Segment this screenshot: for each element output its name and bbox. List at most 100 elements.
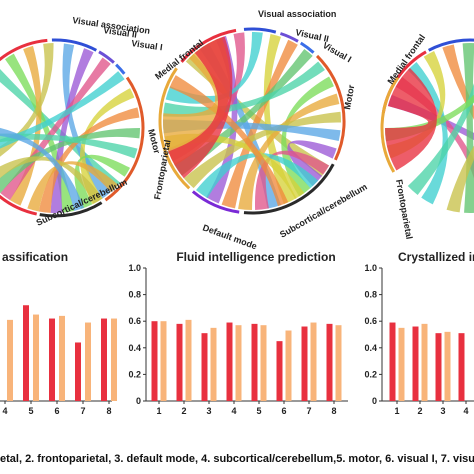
bar [151,321,158,401]
circos-chord [287,140,337,187]
circos-chord [9,45,42,206]
bar-chart-middle: Fluid intelligence prediction 0 0.2 0.4 0.6 0… [128,250,348,416]
figure-caption-footer: etal, 2. frontoparietal, 3. default mode… [0,453,474,465]
x-tick-label: 7 [306,406,311,416]
circos-label: Default mode [201,222,258,251]
x-tick-label: 3 [440,406,445,416]
bar [33,314,39,401]
circos-chord [74,154,131,209]
bar [176,323,183,401]
bar [7,319,13,401]
bar [444,331,451,401]
circos-ring-segment [299,41,315,54]
x-tick-label: 2 [181,406,186,416]
chart-title: assification [2,250,68,264]
circos-chord [0,128,85,211]
x-tick-label: 6 [54,406,59,416]
x-tick-label: 7 [80,406,85,416]
bar [235,325,242,401]
bar [111,318,117,401]
bar [435,333,442,401]
circos-ring-segment [158,67,191,190]
chart-title: Fluid intelligence prediction [176,250,335,264]
circos-label: Visual I [321,40,353,64]
bar-chart-left: assification 4 5 6 7 8 [0,250,117,416]
x-tick-label: 4 [463,406,468,416]
circos-label: Motor [342,84,356,111]
circos-ring-segment [98,50,115,64]
bar [85,322,91,401]
bar [201,333,208,401]
x-tick-label: 2 [417,406,422,416]
x-tick-label: 8 [106,406,111,416]
bar [301,326,308,401]
y-tick-label: 0.6 [128,316,141,326]
x-tick-label: 8 [331,406,336,416]
bar [59,315,65,401]
circos-chord [221,39,298,209]
circos-chord [407,61,449,205]
circos-ring-segment [39,201,103,218]
y-tick-label: 0.4 [364,343,377,353]
bar [160,321,167,401]
x-tick-label: 4 [2,406,7,416]
bar-chart-right: Crystallized in 0 0.2 0.4 0.6 0.8 1.0 1 2 3 4 [364,250,474,416]
x-tick-label: 4 [231,406,236,416]
chart-title: Crystallized in [398,250,474,264]
x-tick-label: 5 [28,406,33,416]
circos-label: Visual I [131,38,163,52]
y-tick-label: 0.8 [128,290,141,300]
circos-chord [163,61,325,117]
y-tick-label: 1.0 [128,263,141,273]
circos-chord [183,111,341,189]
bar [260,325,267,401]
bar [412,326,419,401]
bar [310,322,317,401]
circos-chord [254,150,330,210]
x-tick-label: 1 [156,406,161,416]
y-tick-label: 0.8 [364,290,377,300]
circos-chord [0,68,121,192]
circos-chord [199,43,281,209]
circos-ring-segment [180,28,237,63]
x-tick-label: 6 [281,406,286,416]
bar [421,323,428,401]
circos-ring-segment [104,76,145,202]
y-tick-label: 0 [136,396,141,406]
circos-chord [0,133,138,159]
circos-ring-segment [279,32,299,43]
circos-ring-segment [191,190,240,214]
y-tick-label: 0.6 [364,316,377,326]
y-tick-label: 0 [372,396,377,406]
circos-chord [385,67,437,171]
circos-chord [38,107,140,213]
bar [101,318,107,401]
circos-chord [168,36,233,179]
circos-ring-segment [0,38,48,62]
circos-label: Visual association [258,9,336,19]
bar [226,322,233,401]
y-tick-label: 0.2 [364,369,377,379]
bar [75,342,81,401]
bar [389,322,396,401]
circos-ring-segment [243,27,277,34]
bar [458,333,465,401]
circos-chord [407,83,474,195]
bar [185,319,192,401]
x-tick-label: 1 [394,406,399,416]
bar [335,325,342,401]
circos-ring-segment [427,38,474,52]
circos-chord [446,145,474,213]
x-tick-label: 5 [256,406,261,416]
circos-chord [462,43,474,213]
y-tick-label: 1.0 [364,263,377,273]
x-tick-label: 3 [206,406,211,416]
circos-ring-segment [380,76,400,173]
circos-label: Visual II [103,25,138,40]
circos-ring-segment [243,163,335,215]
bar [285,330,292,401]
